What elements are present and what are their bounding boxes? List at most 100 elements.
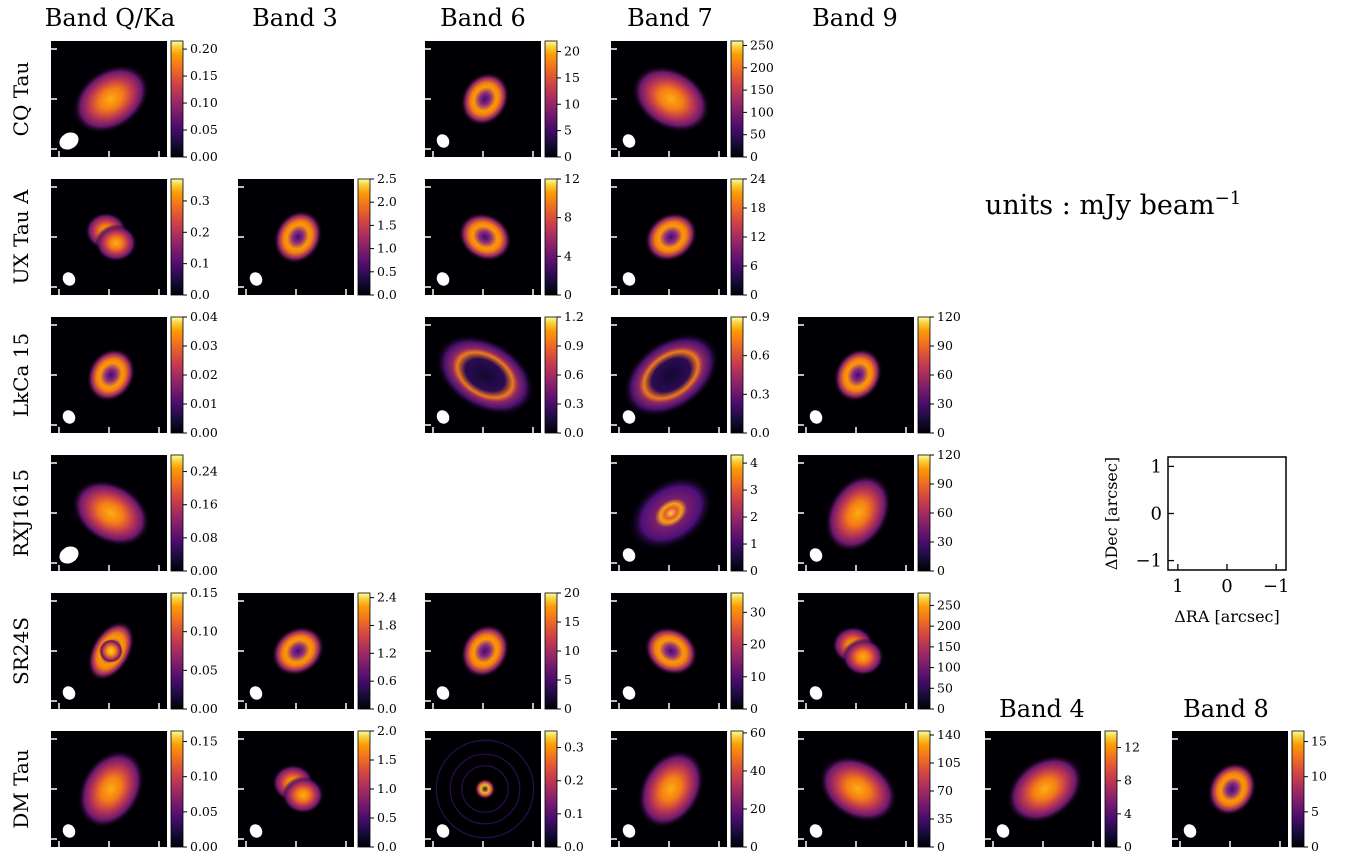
colorbar-tick-label: 20 — [750, 801, 766, 816]
colorbar-tick-label: 0.16 — [190, 497, 218, 512]
units-text: units : mJy beam — [985, 190, 1215, 221]
panel-10: 0 30 60 90 120 — [798, 309, 961, 440]
colorbar-tick-label: 0.04 — [190, 309, 218, 324]
source-label: DM Tau — [9, 749, 33, 829]
colorbar-tick-label: 0.00 — [190, 839, 218, 854]
beam-ellipse — [436, 686, 450, 700]
emission — [86, 348, 136, 402]
ref-y-axis-label: ΔDec [arcsec] — [1102, 457, 1121, 570]
emission — [818, 755, 898, 823]
colorbar-tick-label: 0.15 — [190, 585, 218, 600]
colorbar-tick-label: 0 — [937, 563, 945, 578]
colorbar-tick-label: 0 — [937, 701, 945, 716]
labels-layer: Band Q/Ka Band 3 Band 6 Band 7 Band 9 Band 4 B… — [9, 4, 1269, 829]
colorbar-tick-label: 0.1 — [564, 806, 584, 821]
colorbar — [730, 178, 744, 296]
colorbar-tick-label: 3 — [750, 482, 758, 497]
beam-ellipse — [809, 410, 823, 424]
units-exponent: −1 — [1214, 188, 1242, 209]
beam-ellipse — [622, 686, 636, 700]
colorbar-tick-label: 0 — [750, 839, 758, 854]
colorbar-tick-label: 12 — [1124, 740, 1140, 755]
colorbar-tick-label: 12 — [750, 229, 766, 244]
colorbar-tick-label: 0.0 — [377, 287, 397, 302]
colorbar-tick-label: 60 — [750, 725, 766, 740]
colorbar-tick-label: 0.9 — [564, 338, 584, 353]
panel-23: 0 35 70 105 140 — [798, 727, 961, 854]
colorbar — [357, 730, 371, 848]
beam-ellipse — [436, 410, 450, 424]
colorbar-tick-label: 0.0 — [564, 425, 584, 440]
panel-5: 0 4 8 12 — [425, 171, 580, 302]
emission-lobe — [95, 224, 137, 262]
colorbar — [544, 178, 558, 296]
beam-ellipse — [249, 272, 263, 286]
beam-ellipse — [59, 546, 79, 564]
beam-ellipse — [436, 272, 450, 286]
panel-7: 0.00 0.01 0.02 0.03 0.04 — [51, 309, 218, 440]
colorbar — [730, 454, 744, 572]
colorbar-tick-label: 20 — [564, 585, 580, 600]
colorbar-tick-label: 105 — [937, 755, 961, 770]
faint-ring — [435, 739, 535, 839]
colorbar-tick-label: 0.0 — [377, 839, 397, 854]
colorbar-tick-label: 0.0 — [377, 701, 397, 716]
panel-21: 0.0 0.1 0.2 0.3 — [425, 730, 584, 854]
emission — [72, 64, 150, 134]
band-header: Band 9 — [812, 4, 898, 32]
beam-ellipse — [249, 824, 263, 838]
colorbar-tick-label: 1.2 — [564, 309, 584, 324]
units-label: units : mJy beam−1 — [985, 188, 1242, 222]
colorbar-tick-label: 60 — [937, 505, 953, 520]
emission — [271, 626, 325, 676]
colorbar-tick-label: 2.0 — [377, 194, 397, 209]
colorbar-tick-label: 10 — [750, 669, 766, 684]
panel-9: 0.0 0.3 0.6 0.9 — [611, 309, 770, 440]
panel-19: 0.00 0.05 0.10 0.15 — [51, 730, 218, 854]
source-label: UX Tau A — [9, 189, 33, 284]
colorbar-tick-label: 0 — [750, 287, 758, 302]
colorbar-tick-label: 10 — [564, 96, 580, 111]
colorbar-tick-label: 0 — [564, 149, 572, 164]
ref-y-tick-label: 0 — [1151, 504, 1162, 525]
beam-ellipse — [249, 686, 263, 700]
colorbar-tick-label: 12 — [564, 171, 580, 186]
emission — [644, 212, 698, 262]
emission — [1006, 754, 1084, 824]
colorbar — [544, 592, 558, 710]
panel-24: 0 4 8 12 — [985, 730, 1140, 854]
colorbar — [170, 592, 184, 710]
colorbar-tick-label: 1.2 — [377, 645, 397, 660]
emission — [631, 65, 711, 133]
colorbar-tick-label: 15 — [564, 614, 580, 629]
colorbar-tick-label: 24 — [750, 171, 766, 186]
colorbar-tick-label: 140 — [937, 727, 961, 742]
colorbar — [170, 730, 184, 848]
colorbar-tick-label: 5 — [564, 672, 572, 687]
colorbar-tick-label: 5 — [1311, 804, 1319, 819]
colorbar — [917, 316, 931, 434]
colorbar-tick-label: 200 — [750, 60, 774, 75]
colorbar-tick-label: 15 — [1311, 734, 1327, 749]
colorbar-tick-label: 50 — [750, 127, 766, 142]
colorbar-tick-label: 30 — [937, 534, 953, 549]
colorbar-tick-label: 2.4 — [377, 590, 397, 605]
colorbar-tick-label: 0 — [750, 563, 758, 578]
colorbar-tick-label: 60 — [937, 367, 953, 382]
panel-3: 0.0 0.1 0.2 0.3 — [51, 178, 210, 302]
colorbar-tick-label: 0.0 — [564, 839, 584, 854]
colorbar-tick-label: 0.15 — [190, 734, 218, 749]
colorbar-tick-label: 70 — [937, 783, 953, 798]
emission — [71, 479, 151, 547]
panel-13: 0 30 60 90 120 — [798, 447, 961, 578]
colorbar-tick-label: 2 — [750, 509, 758, 524]
colorbar-tick-label: 100 — [750, 104, 774, 119]
colorbar-tick-label: 0.3 — [750, 386, 770, 401]
colorbar-tick-label: 50 — [937, 680, 953, 695]
beam-ellipse — [59, 132, 79, 150]
ref-y-tick-label: −1 — [1135, 551, 1162, 572]
colorbar-tick-label: 0 — [1311, 839, 1319, 854]
colorbar-tick-label: 200 — [937, 618, 961, 633]
colorbar-tick-label: 1 — [750, 536, 758, 551]
ref-x-tick-label: −1 — [1263, 576, 1290, 597]
